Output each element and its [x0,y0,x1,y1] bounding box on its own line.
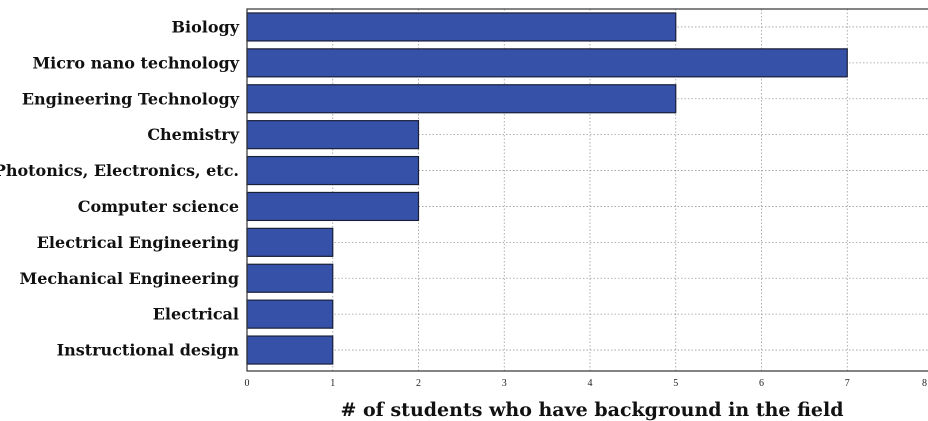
bar [246,120,420,150]
category-label: Mechanical Engineering [19,269,239,288]
x-tick-labels: 0 1 2 3 4 5 6 7 8 [245,378,928,389]
category-label: Electrical [153,305,239,324]
x-tick-label: 8 [922,378,927,389]
x-tick-label: 7 [845,378,850,389]
category-label: Chemistry [147,125,239,144]
x-axis-title: # of students who have background in the… [340,399,843,421]
bar [246,227,334,257]
bar [246,48,848,78]
category-label: Biology [171,17,239,36]
bar [246,299,334,329]
category-label: Photonics, Electronics, etc. [0,161,239,180]
x-tick-label: 1 [330,378,335,389]
category-label: Engineering Technology [22,89,240,108]
category-labels: Biology Micro nano technology Engineering … [0,17,240,359]
x-tick-label: 2 [416,378,421,389]
category-label: Computer science [78,197,239,216]
bars [246,12,848,365]
bar [246,12,677,42]
category-label: Instructional design [57,341,240,360]
plot-frame [246,8,928,372]
x-tick-label: 4 [588,378,593,389]
x-tick-label: 0 [245,378,250,389]
category-label: Micro nano technology [32,53,239,72]
x-tick-label: 3 [502,378,507,389]
category-label: Electrical Engineering [37,233,239,252]
x-tick-label: 5 [673,378,678,389]
bar [246,155,420,186]
bar [246,191,420,222]
bar [246,263,334,293]
x-tick-label: 6 [759,378,764,389]
bar [246,84,677,114]
bar [246,335,334,365]
